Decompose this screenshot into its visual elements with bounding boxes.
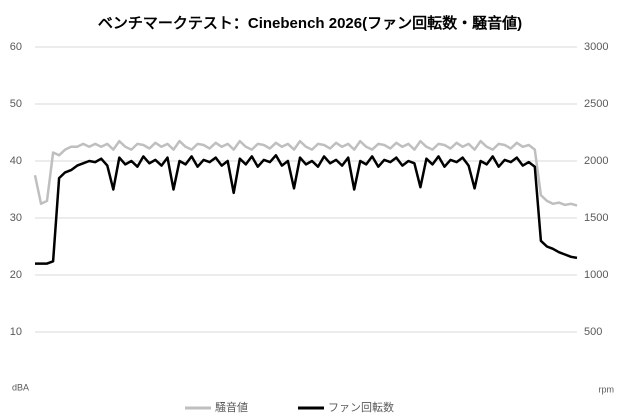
series-line: [33, 139, 578, 207]
y-tick-label: 50: [10, 98, 22, 110]
legend-label: ファン回転数: [328, 401, 394, 414]
y2-axis-label: rpm: [599, 384, 615, 394]
y2-tick-label: 500: [584, 326, 602, 338]
y-tick-label: 60: [10, 41, 22, 53]
y-tick-label: 40: [10, 155, 22, 167]
y2-tick-label: 2000: [584, 155, 608, 167]
y2-tick-label: 3000: [584, 41, 608, 53]
y2-tick-label: 2500: [584, 98, 608, 110]
series-line: [35, 154, 578, 265]
y2-tick-label: 1500: [584, 212, 608, 224]
chart-title: ベンチマークテスト：Cinebench 2026(ファン回転数・騒音値): [98, 14, 522, 32]
legend-label: 騒音値: [215, 400, 248, 414]
y-tick-label: 10: [10, 326, 22, 338]
y-tick-label: 30: [10, 212, 22, 224]
y-axis-label: dBA: [12, 382, 29, 392]
y-tick-label: 20: [10, 269, 22, 281]
y2-tick-label: 1000: [584, 269, 608, 281]
